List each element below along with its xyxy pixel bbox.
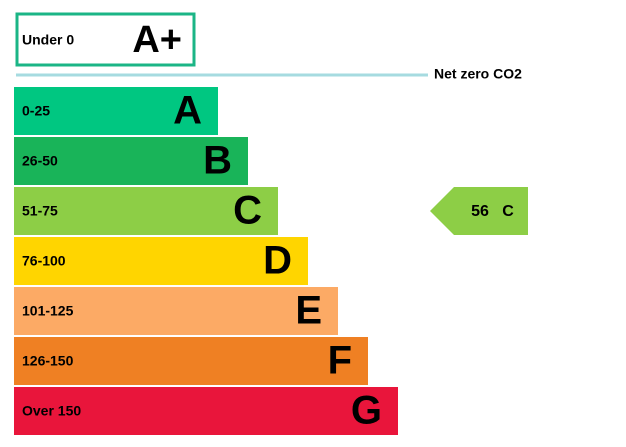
top-band-letter: A+ xyxy=(132,19,182,61)
band-letter: C xyxy=(233,189,262,233)
band-letter: E xyxy=(295,289,322,333)
band-range: 101-125 xyxy=(22,303,74,319)
current-rating-arrow xyxy=(430,187,528,235)
band-letter: B xyxy=(203,139,232,183)
band-letter: A xyxy=(173,89,202,133)
band-bar xyxy=(14,87,218,135)
band-bar xyxy=(14,137,248,185)
band-range: 76-100 xyxy=(22,253,66,269)
net-zero-label: Net zero CO2 xyxy=(434,66,522,82)
band-bar xyxy=(14,237,308,285)
current-letter: C xyxy=(502,203,514,220)
current-score: 56 xyxy=(471,203,489,220)
band-letter: D xyxy=(263,239,292,283)
band-bar xyxy=(14,337,368,385)
band-range: 0-25 xyxy=(22,103,50,119)
band-range: 51-75 xyxy=(22,203,58,219)
band-letter: G xyxy=(351,389,382,433)
band-bar xyxy=(14,187,278,235)
band-bar xyxy=(14,387,398,435)
band-range: 126-150 xyxy=(22,353,74,369)
top-band-range: Under 0 xyxy=(22,32,74,48)
band-letter: F xyxy=(328,339,352,383)
band-range: 26-50 xyxy=(22,153,58,169)
band-range: Over 150 xyxy=(22,403,81,419)
band-bar xyxy=(14,287,338,335)
top-band-box xyxy=(15,12,196,67)
